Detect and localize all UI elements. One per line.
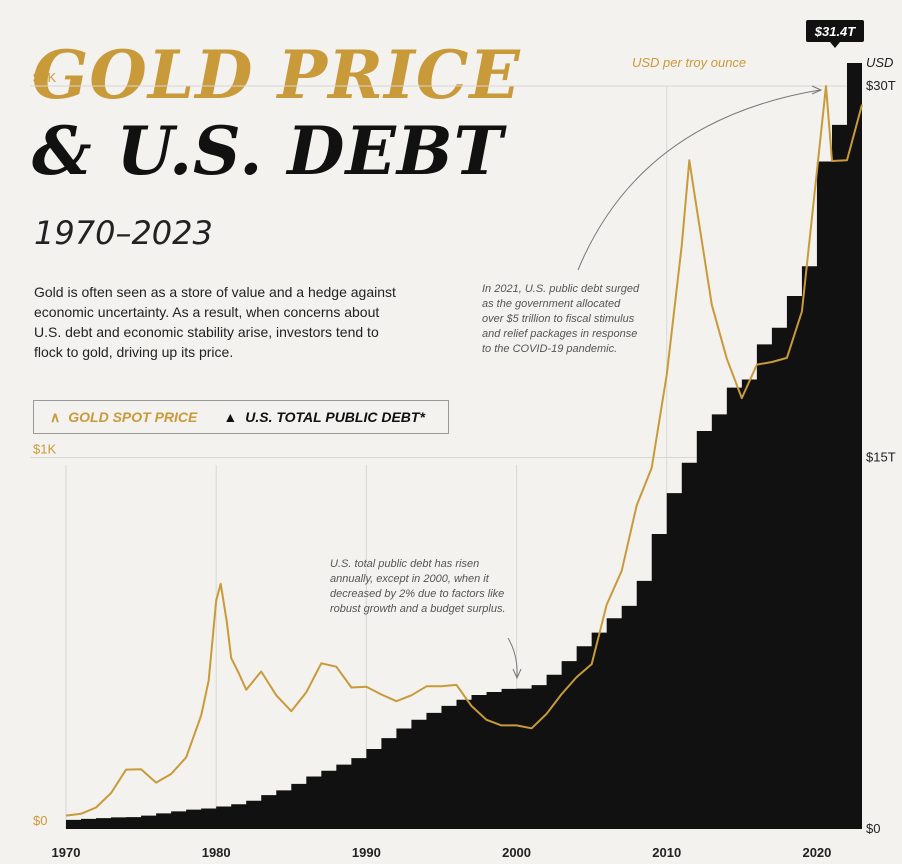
annotation-2000-line3: decreased by 2% due to factors like xyxy=(330,588,504,600)
annotation-2000-line1: U.S. total public debt has risen xyxy=(330,558,479,570)
debt-callout-box xyxy=(806,20,864,42)
annotation-2021-arrow xyxy=(577,89,821,271)
legend-gold-label: GOLD SPOT PRICE xyxy=(68,409,198,425)
page-title-line2: & U.S. DEBT xyxy=(32,112,504,190)
legend-item-gold: ∧ GOLD SPOT PRICE xyxy=(50,409,197,426)
annotation-2000-arrowhead xyxy=(512,668,522,680)
x-tick-label-1980: 1980 xyxy=(202,845,231,860)
left-tick-label-0: $0 xyxy=(33,813,47,828)
right-tick-label-0: $0 xyxy=(866,821,880,836)
annotation-2021-line4: and relief packages in response xyxy=(482,328,637,340)
description-text: Gold is often seen as a store of value a… xyxy=(34,284,396,360)
right-axis-unit-label: USD xyxy=(866,55,893,70)
legend-debt-label: U.S. TOTAL PUBLIC DEBT* xyxy=(245,409,425,425)
caret-up-icon: ∧ xyxy=(50,408,61,425)
annotation-2021-line2: as the government allocated xyxy=(482,298,621,310)
annotation-2000-arrow xyxy=(507,637,518,677)
left-tick-label-1: $1K xyxy=(33,442,56,457)
chart-legend: ∧ GOLD SPOT PRICE ▲ U.S. TOTAL PUBLIC DE… xyxy=(33,400,449,434)
page-title-line1: GOLD PRICE xyxy=(32,36,521,114)
axes-layer: $0 $1K $2K USD per troy ounce $0 $15T $30T USD 1… xyxy=(33,55,896,860)
debt-callout-pointer xyxy=(830,42,840,48)
x-tick-label-1970: 1970 xyxy=(52,845,81,860)
annotation-2021-line3: over $5 trillion to fiscal stimulus xyxy=(482,313,635,325)
page-subtitle: 1970–2023 xyxy=(34,214,213,252)
x-tick-label-2000: 2000 xyxy=(502,845,531,860)
debt-callout-label: $31.4T xyxy=(814,24,857,39)
annotation-2021-arrowhead xyxy=(811,85,823,95)
annotation-2000-line4: robust growth and a budget surplus. xyxy=(330,603,506,615)
x-tick-label-2010: 2010 xyxy=(652,845,681,860)
annotation-2021-line5: to the COVID-19 pandemic. xyxy=(482,343,617,355)
gold-line-layer xyxy=(65,85,863,817)
gold-price-line xyxy=(65,85,863,817)
left-axis-unit-label: USD per troy ounce xyxy=(632,55,746,70)
x-tick-label-2020: 2020 xyxy=(802,845,831,860)
debt-area xyxy=(66,51,862,830)
triangle-up-icon: ▲ xyxy=(223,409,238,425)
legend-item-debt: ▲ U.S. TOTAL PUBLIC DEBT* xyxy=(223,409,425,425)
annotation-2000-line2: annually, except in 2000, when it xyxy=(330,573,490,585)
x-tick-label-1990: 1990 xyxy=(352,845,381,860)
right-tick-label-1: $15T xyxy=(866,450,896,465)
left-tick-label-2: $2K xyxy=(33,70,56,85)
right-tick-label-2: $30T xyxy=(866,78,896,93)
annotation-2021-line1: In 2021, U.S. public debt surged xyxy=(482,283,640,295)
debt-area-layer xyxy=(66,51,862,830)
